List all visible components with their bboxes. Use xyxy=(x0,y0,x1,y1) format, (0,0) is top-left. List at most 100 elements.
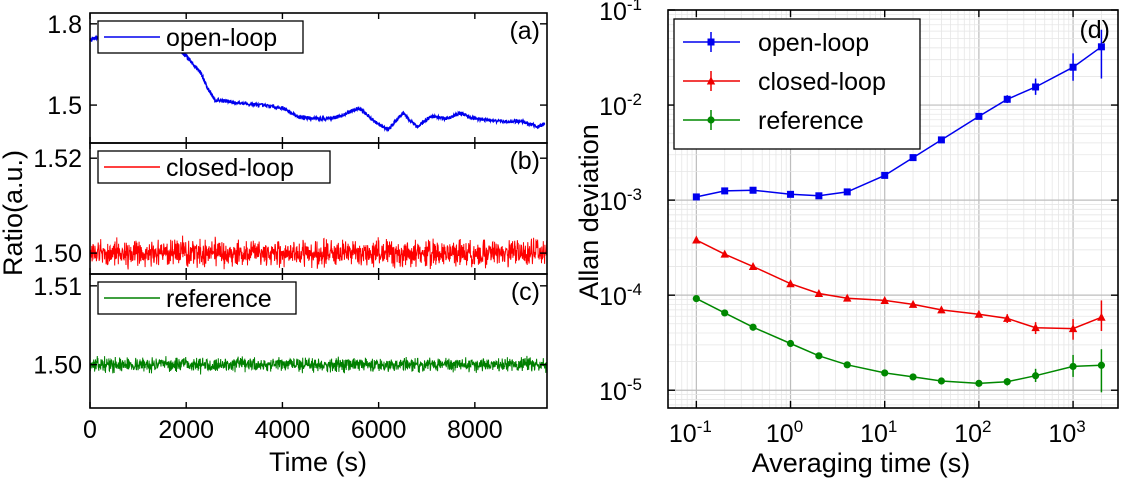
x-tick-label: 10-1 xyxy=(669,417,712,448)
legend-label: open-loop xyxy=(758,29,869,57)
data-point xyxy=(814,289,824,298)
panel-label: (b) xyxy=(509,147,540,175)
data-point xyxy=(786,339,795,348)
data-point xyxy=(909,373,917,381)
data-point xyxy=(881,369,889,377)
y-tick-label: 1.52 xyxy=(33,145,82,173)
panel-label: (c) xyxy=(511,278,540,306)
legend-marker xyxy=(707,116,715,124)
y-tick-label: 1.50 xyxy=(33,352,82,380)
data-point xyxy=(1097,312,1106,321)
data-point xyxy=(1032,83,1040,91)
data-point xyxy=(1097,361,1106,369)
legend-label: closed-loop xyxy=(166,154,294,182)
x-tick-label: 8000 xyxy=(447,416,503,444)
legend-closed-loop: closed-loop xyxy=(97,150,331,184)
data-point xyxy=(1097,43,1105,51)
legend-marker xyxy=(707,38,715,46)
data-point xyxy=(880,295,889,304)
legend-box xyxy=(673,18,921,150)
data-point xyxy=(1003,95,1011,103)
data-point xyxy=(1003,313,1012,322)
data-point xyxy=(815,192,823,200)
series-reference xyxy=(692,295,1106,393)
x-tick-label: 102 xyxy=(954,417,991,448)
legend-open-loop: open-loop xyxy=(97,20,304,54)
data-point xyxy=(720,249,729,258)
data-point xyxy=(1031,323,1040,332)
data-point xyxy=(1003,378,1011,386)
legend-label: open-loop xyxy=(166,24,277,52)
legend: open-loop closed-loop reference xyxy=(673,18,921,150)
left-x-axis-label: Time (s) xyxy=(269,447,367,477)
y-tick-label: 1.51 xyxy=(33,273,82,301)
data-point xyxy=(1031,372,1040,380)
data-point xyxy=(937,305,946,314)
data-point xyxy=(843,188,851,196)
data-point xyxy=(908,299,918,308)
series-noise-reference xyxy=(89,355,548,375)
data-point xyxy=(749,186,757,194)
legend-label: reference xyxy=(166,285,272,313)
y-tick-label: 1.50 xyxy=(33,240,82,268)
data-point xyxy=(721,309,729,317)
data-point xyxy=(1069,362,1077,371)
series-open-loop xyxy=(692,29,1105,201)
x-tick-label: 0 xyxy=(83,416,97,444)
data-point xyxy=(748,262,758,271)
legend-label: closed-loop xyxy=(758,68,886,96)
y-tick-label: 10-1 xyxy=(599,0,642,26)
x-tick-label: 100 xyxy=(766,417,803,448)
data-point xyxy=(692,235,701,244)
series-noise-closed-loop xyxy=(89,235,548,270)
y-tick-label: 1.5 xyxy=(47,92,82,120)
series-closed-loop xyxy=(692,235,1106,340)
panel-a: 1.5 1.8 open-loop (a) xyxy=(47,11,548,144)
series-line xyxy=(696,239,1102,330)
data-point xyxy=(815,352,823,360)
data-point xyxy=(975,379,983,387)
data-point xyxy=(937,136,945,144)
panel-c: 1.50 1.51 reference (c) xyxy=(33,273,548,409)
left-time-series-panels: 1.5 1.8 open-loop (a) 1.50 1.52 closed-loop (b)… xyxy=(33,11,548,444)
data-point xyxy=(937,377,946,385)
panel-label: (d) xyxy=(1079,16,1110,44)
y-tick-label: 10-4 xyxy=(599,280,642,311)
data-point xyxy=(1068,324,1078,333)
right-y-axis-label: Allan deviation xyxy=(574,124,604,300)
data-point xyxy=(1069,63,1077,71)
data-point xyxy=(843,361,851,369)
y-tick-label: 10-2 xyxy=(599,90,642,121)
series-line xyxy=(696,46,1102,198)
panel-frame xyxy=(667,9,1119,409)
x-tick-label: 103 xyxy=(1048,417,1085,448)
data-point xyxy=(787,190,795,198)
legend-marker xyxy=(706,76,716,85)
panel-frame xyxy=(89,273,548,409)
data-point xyxy=(909,154,917,162)
panel-label: (a) xyxy=(509,17,540,45)
panel-b: 1.50 1.52 closed-loop (b) xyxy=(33,142,548,275)
legend-label: reference xyxy=(758,107,864,135)
data-point xyxy=(749,323,757,331)
y-tick-label: 10-3 xyxy=(599,185,642,216)
allan-deviation-panel: 10-1 100 101 102 103 10-5 10-4 10-3 10-2 10-1 open… xyxy=(599,0,1119,448)
data-point xyxy=(721,187,729,195)
data-point xyxy=(975,112,983,120)
data-point xyxy=(786,279,795,288)
data-point xyxy=(974,309,984,318)
x-tick-label: 101 xyxy=(860,417,897,448)
left-y-axis-label: Ratio(a.u.) xyxy=(0,150,28,276)
data-point xyxy=(692,295,700,303)
data-point xyxy=(692,193,700,201)
x-tick-label: 2000 xyxy=(158,416,214,444)
right-x-axis-label: Averaging time (s) xyxy=(752,448,971,478)
x-tick-label: 4000 xyxy=(255,416,311,444)
series-line xyxy=(696,297,1102,385)
x-tick-label: 6000 xyxy=(351,416,407,444)
legend-reference: reference xyxy=(97,281,297,315)
data-point xyxy=(843,293,852,302)
data-point xyxy=(881,171,889,179)
y-tick-label: 1.8 xyxy=(47,11,82,39)
